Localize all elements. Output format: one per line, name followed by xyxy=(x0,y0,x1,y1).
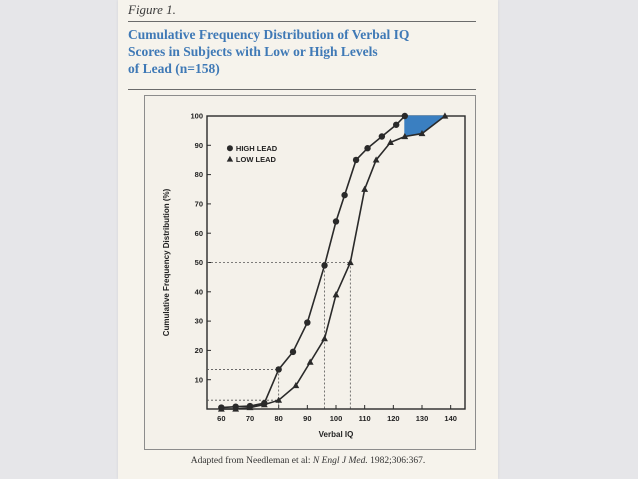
legend-high-lead-marker xyxy=(226,145,233,152)
low-lead-point xyxy=(275,396,283,403)
figure-title: Cumulative Frequency Distribution of Ver… xyxy=(128,26,458,77)
x-tick-label: 110 xyxy=(359,414,371,423)
low-lead-point xyxy=(372,156,380,163)
legend-low-lead-label: LOW LEAD xyxy=(236,155,277,164)
title-line-2: Scores in Subjects with Low or High Leve… xyxy=(128,44,378,59)
high-lead-point xyxy=(289,348,297,356)
high-lead-point xyxy=(304,319,311,326)
low-lead-point xyxy=(332,291,340,298)
title-rule xyxy=(128,89,476,90)
legend-high-lead-label: HIGH LEAD xyxy=(236,144,278,153)
x-tick-label: 70 xyxy=(246,414,254,423)
shaded-difference-region xyxy=(404,115,447,138)
y-tick-label: 70 xyxy=(195,200,203,209)
low-lead-point xyxy=(232,405,240,412)
plot-frame: 10 20 30 40 50 60 70 80 90 100 60 70 80 90 100 110 120 13… xyxy=(144,95,476,450)
caption-journal: N Engl J Med. xyxy=(312,456,368,466)
low-lead-point xyxy=(260,401,268,408)
high-lead-point xyxy=(378,133,386,140)
low-lead-point xyxy=(321,335,328,342)
y-tick-label: 50 xyxy=(195,258,203,267)
low-lead-point xyxy=(292,381,300,389)
x-axis-label: Verbal IQ xyxy=(319,430,354,439)
low-lead-point xyxy=(441,112,449,119)
y-tick-label: 10 xyxy=(195,375,203,384)
figure-page: Figure 1. Cumulative Frequency Distribut… xyxy=(118,0,498,479)
high-lead-point xyxy=(275,366,282,373)
low-lead-point xyxy=(361,185,369,192)
high-lead-point xyxy=(401,112,408,120)
x-tick-label: 130 xyxy=(416,414,429,423)
x-tick-label: 100 xyxy=(330,414,343,423)
low-lead-point xyxy=(401,132,409,140)
x-tick-label: 60 xyxy=(217,414,225,423)
low-lead-point xyxy=(387,138,394,145)
y-tick-label: 90 xyxy=(195,141,203,150)
figure-label: Figure 1. xyxy=(128,2,176,17)
low-lead-point xyxy=(246,403,254,411)
x-tick-label: 120 xyxy=(387,414,400,423)
series-line-low-lead xyxy=(221,115,446,410)
y-tick-label: 60 xyxy=(195,229,203,238)
high-lead-point xyxy=(341,191,348,199)
title-line-1: Cumulative Frequency Distribution of Ver… xyxy=(128,27,410,42)
x-tick-label: 80 xyxy=(274,414,282,423)
high-lead-point xyxy=(364,145,371,152)
low-lead-point xyxy=(217,405,225,412)
x-tick-label: 140 xyxy=(444,414,457,423)
caption-prefix: Adapted from Needleman et al: xyxy=(190,456,311,466)
high-lead-point xyxy=(393,121,400,128)
caption-suffix: 1982;306:367. xyxy=(370,456,426,466)
low-lead-point xyxy=(306,358,314,365)
y-tick-label: 20 xyxy=(195,346,203,355)
legend-low-lead-marker xyxy=(226,155,234,162)
high-lead-point xyxy=(321,262,328,269)
top-rule xyxy=(128,21,476,22)
y-tick-label: 30 xyxy=(195,317,203,326)
high-lead-point xyxy=(332,218,340,225)
cumulative-frequency-chart: 10 20 30 40 50 60 70 80 90 100 60 70 80 90 100 110 120 13… xyxy=(162,112,466,439)
title-line-3: of Lead (n=158) xyxy=(128,61,220,76)
y-tick-label: 40 xyxy=(195,287,203,296)
y-tick-label: 100 xyxy=(190,112,203,121)
y-axis-label: Cumulative Frequency Distribution (%) xyxy=(162,188,171,336)
high-lead-point xyxy=(352,156,360,164)
low-lead-point xyxy=(418,129,426,137)
low-lead-point xyxy=(346,258,354,266)
y-tick-label: 80 xyxy=(195,170,203,179)
figure-caption: Adapted from Needleman et al: N Engl J M… xyxy=(118,456,498,466)
x-tick-label: 90 xyxy=(303,414,311,423)
